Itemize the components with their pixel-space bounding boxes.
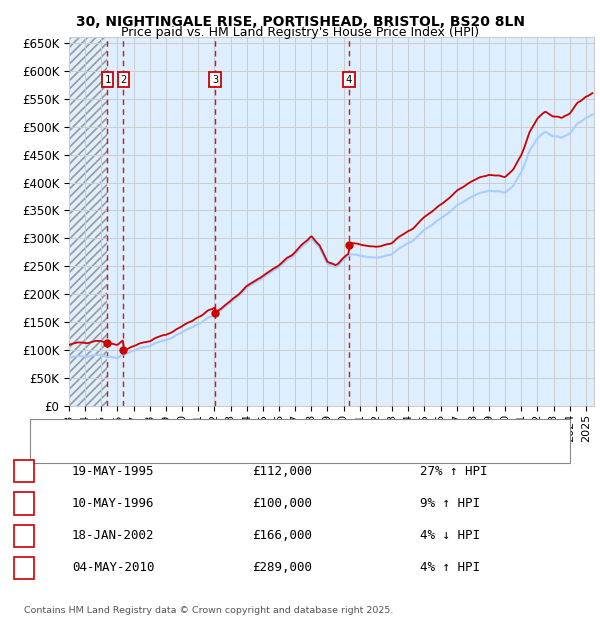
Text: 4: 4 [20, 562, 28, 574]
Text: 18-JAN-2002: 18-JAN-2002 [72, 529, 155, 542]
Bar [69, 37, 107, 406]
Text: £166,000: £166,000 [252, 529, 312, 542]
Text: 30, NIGHTINGALE RISE, PORTISHEAD, BRISTOL, BS20 8LN (detached house): 30, NIGHTINGALE RISE, PORTISHEAD, BRISTO… [69, 425, 491, 435]
Text: 19-MAY-1995: 19-MAY-1995 [72, 465, 155, 477]
Text: 2: 2 [120, 74, 127, 84]
Text: 4% ↓ HPI: 4% ↓ HPI [420, 529, 480, 542]
Text: 1: 1 [104, 74, 110, 84]
Text: 4: 4 [346, 74, 352, 84]
Text: ———: ——— [42, 423, 79, 436]
Text: £289,000: £289,000 [252, 562, 312, 574]
Text: 04-MAY-2010: 04-MAY-2010 [72, 562, 155, 574]
Text: 10-MAY-1996: 10-MAY-1996 [72, 497, 155, 510]
Text: 4% ↑ HPI: 4% ↑ HPI [420, 562, 480, 574]
Text: 9% ↑ HPI: 9% ↑ HPI [420, 497, 480, 510]
Text: 27% ↑ HPI: 27% ↑ HPI [420, 465, 487, 477]
Text: £112,000: £112,000 [252, 465, 312, 477]
Text: ———: ——— [42, 443, 79, 456]
Text: HPI: Average price, detached house, North Somerset: HPI: Average price, detached house, Nort… [69, 445, 364, 454]
Text: Contains HM Land Registry data © Crown copyright and database right 2025.: Contains HM Land Registry data © Crown c… [24, 606, 394, 616]
Text: Price paid vs. HM Land Registry's House Price Index (HPI): Price paid vs. HM Land Registry's House … [121, 26, 479, 39]
Text: 3: 3 [20, 529, 28, 542]
Text: 30, NIGHTINGALE RISE, PORTISHEAD, BRISTOL, BS20 8LN: 30, NIGHTINGALE RISE, PORTISHEAD, BRISTO… [76, 16, 524, 30]
Text: 3: 3 [212, 74, 218, 84]
Bar [69, 37, 107, 406]
Text: 1: 1 [20, 465, 28, 477]
Text: 2: 2 [20, 497, 28, 510]
Text: £100,000: £100,000 [252, 497, 312, 510]
